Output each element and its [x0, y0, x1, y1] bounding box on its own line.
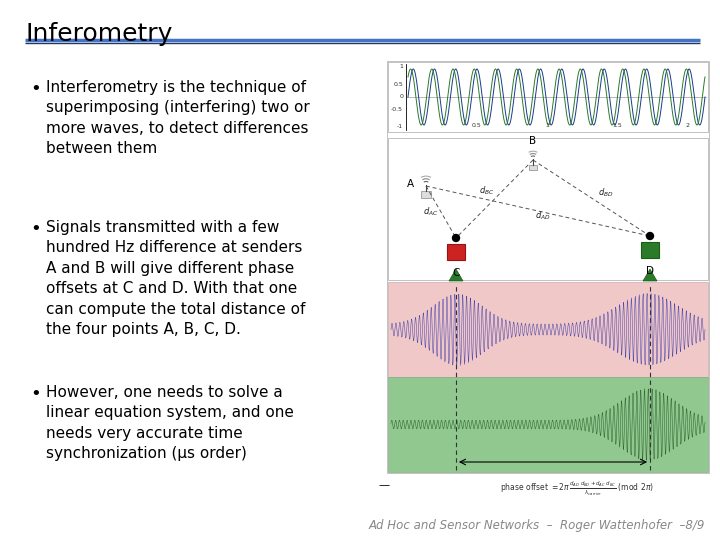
Text: Ad Hoc and Sensor Networks  –  Roger Wattenhofer  –8/9: Ad Hoc and Sensor Networks – Roger Watte…: [369, 519, 705, 532]
Text: 0.5: 0.5: [393, 82, 403, 87]
Text: phase offset $= 2\pi\,\frac{d_{AD} \; d_{BD} + d_{AC} \; d_{BC}}{\lambda_{carrie: phase offset $= 2\pi\,\frac{d_{AD} \; d_…: [500, 480, 654, 498]
Text: 2: 2: [685, 123, 690, 128]
Text: C: C: [452, 268, 459, 278]
Text: Interferometry is the technique of
superimposing (interfering) two or
more waves: Interferometry is the technique of super…: [46, 80, 310, 156]
Text: •: •: [30, 220, 41, 238]
Polygon shape: [643, 269, 657, 281]
FancyBboxPatch shape: [528, 165, 537, 171]
Text: B: B: [529, 136, 536, 146]
Bar: [387, 61, 709, 473]
Text: •: •: [30, 385, 41, 403]
Text: -1: -1: [397, 125, 403, 130]
Text: 1.5: 1.5: [612, 123, 622, 128]
Text: 0: 0: [399, 94, 403, 99]
Text: Inferometry: Inferometry: [25, 22, 172, 46]
Text: A: A: [407, 179, 414, 189]
Text: 1: 1: [399, 64, 403, 70]
Bar: [388, 138, 708, 280]
Text: However, one needs to solve a
linear equation system, and one
needs very accurat: However, one needs to solve a linear equ…: [46, 385, 294, 461]
Text: $d_{AD}$: $d_{AD}$: [535, 210, 551, 222]
Text: •: •: [30, 80, 41, 98]
Text: $d_{AC}$: $d_{AC}$: [423, 206, 438, 218]
FancyBboxPatch shape: [641, 242, 659, 258]
Text: -0.5: -0.5: [391, 107, 403, 112]
Text: $d_{BD}$: $d_{BD}$: [598, 187, 613, 199]
Bar: [388, 377, 708, 472]
Text: Signals transmitted with a few
hundred Hz difference at senders
A and B will giv: Signals transmitted with a few hundred H…: [46, 220, 305, 337]
Text: D: D: [646, 266, 654, 276]
FancyBboxPatch shape: [421, 191, 431, 198]
Text: 1: 1: [545, 123, 549, 128]
Text: $d_{BC}$: $d_{BC}$: [479, 185, 494, 197]
Bar: [388, 282, 708, 377]
Circle shape: [452, 234, 459, 241]
Bar: [388, 62, 708, 132]
Text: 0.5: 0.5: [472, 123, 481, 128]
FancyBboxPatch shape: [447, 244, 465, 260]
Circle shape: [647, 233, 654, 240]
Polygon shape: [449, 269, 463, 281]
Text: —: —: [378, 480, 389, 490]
